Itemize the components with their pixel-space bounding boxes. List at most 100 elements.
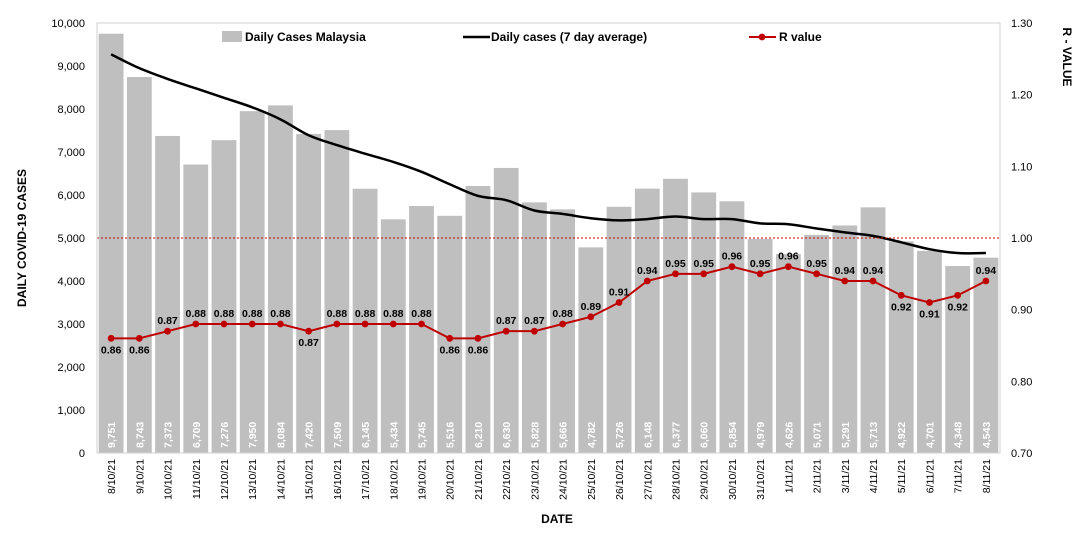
legend-label-r-value: R value [779,30,822,44]
bar-value-label: 4,701 [924,422,936,448]
r-value-point [248,320,256,328]
r-value-series-line [111,265,987,340]
bar-value-label: 7,950 [247,422,259,448]
bar-value-label: 4,782 [586,422,598,448]
x-axis-tick-label: 8/11/21 [981,459,993,493]
legend-label-average: Daily cases (7 day average) [491,30,647,44]
bar [324,130,350,453]
r-value-label: 0.92 [891,301,912,313]
bar-value-label: 7,420 [304,422,316,448]
r-value-point [107,334,115,342]
y2-axis-tick-label: 0.80 [1011,376,1032,388]
y-axis-tick-label: 6,000 [57,190,85,202]
y2-axis-tick-label: 1.30 [1011,18,1032,30]
r-value-point [784,263,792,271]
r-value-label: 0.94 [863,265,884,277]
bar [663,178,688,453]
x-axis-tick-label: 19/10/21 [417,459,429,500]
x-axis-tick-label: 28/10/21 [670,459,682,500]
r-value-point [756,270,764,278]
x-axis-tick-label: 4/11/21 [868,459,880,493]
x-axis-tick-label: 29/10/21 [699,459,711,500]
bar [832,225,858,453]
r-value-label: 0.86 [101,344,122,356]
x-axis-tick-label: 2/11/21 [812,459,824,493]
bar [521,202,547,453]
r-value-point [643,277,651,285]
r-value-point [728,263,736,271]
bar-value-label: 4,922 [896,422,908,448]
r-value-label: 0.88 [214,308,235,320]
r-value-point [502,327,510,335]
r-value-point [333,320,341,328]
x-axis-tick-label: 22/10/21 [501,459,513,500]
x-axis-tick-label: 10/10/21 [163,459,175,500]
bar-value-label: 5,516 [445,422,457,448]
bar [606,206,632,453]
legend-label-daily-cases: Daily Cases Malaysia [245,30,366,44]
r-value-point [389,320,397,328]
bar-value-label: 6,145 [360,422,372,448]
bar-value-label: 7,276 [219,422,231,448]
r-value-point [615,299,623,306]
r-value-point [954,291,962,299]
legend-marker-r-value [758,33,766,41]
r-value-point [672,270,679,278]
bar-value-label: 8,743 [134,422,146,448]
r-value-label: 0.95 [806,258,827,270]
r-value-label: 0.87 [298,337,319,349]
bar-value-label: 4,543 [981,422,993,448]
y2-axis-tick-label: 1.10 [1011,161,1032,173]
y2-axis-tick-label: 0.90 [1011,305,1032,317]
r-value-label: 0.96 [778,251,799,263]
r-value-label: 0.89 [581,301,602,313]
x-axis-tick-label: 25/10/21 [586,459,598,500]
x-axis-tick-label: 31/10/21 [755,459,767,500]
bar [126,77,152,454]
x-axis-tick-label: 8/10/21 [106,459,118,494]
r-value-label: 0.94 [976,265,997,277]
r-value-label: 0.91 [609,287,630,299]
r-value-label: 0.86 [468,344,489,356]
r-value-label: 0.94 [637,265,658,277]
x-axis-tick-label: 30/10/21 [727,459,739,500]
bar [409,205,434,453]
r-value-label: 0.94 [835,265,856,277]
bar-value-label: 6,709 [191,422,203,448]
bar [239,111,265,454]
x-axis-tick-label: 12/10/21 [219,459,231,500]
x-axis-tick-label: 21/10/21 [473,459,485,500]
r-value-label: 0.95 [750,258,771,270]
y-axis-tick-label: 9,000 [57,61,85,73]
r-value-point [897,291,905,299]
bar [155,135,180,453]
r-value-label: 0.88 [327,308,348,320]
r-value-point [841,277,849,285]
bar [211,140,237,453]
legend-swatch-daily-cases [222,31,242,42]
r-value-label: 0.88 [270,308,291,320]
r-value-point [530,327,538,335]
r-value-label: 0.88 [186,308,207,320]
axes-layer: 0 1,000 2,000 3,000 4,000 5,000 6,000 7,000 8,00… [15,18,1074,526]
x-axis-tick-label: 15/10/21 [304,459,316,500]
y-axis-tick-label: 5,000 [57,233,85,245]
bar [578,247,604,453]
y-axis-tick-label: 7,000 [57,147,85,159]
bar [691,192,717,454]
bar [973,257,999,453]
x-axis-tick-label: 6/11/21 [924,459,936,493]
r-value-point [192,320,200,328]
bars-layer [98,33,999,454]
r-value-label: 0.87 [157,315,178,327]
bar [775,254,801,453]
plot-area-border [96,22,1001,454]
x-axis-tick-label: 1/11/21 [783,459,795,493]
r-value-label: 0.88 [411,308,432,320]
r-value-label: 0.95 [665,258,686,270]
r-value-label: 0.88 [242,308,263,320]
r-value-label: 0.88 [552,308,573,320]
y-axis-tick-label: 2,000 [57,362,85,374]
y2-axis-tick-label: 0.70 [1011,448,1032,460]
bar-value-label: 5,854 [727,422,739,448]
